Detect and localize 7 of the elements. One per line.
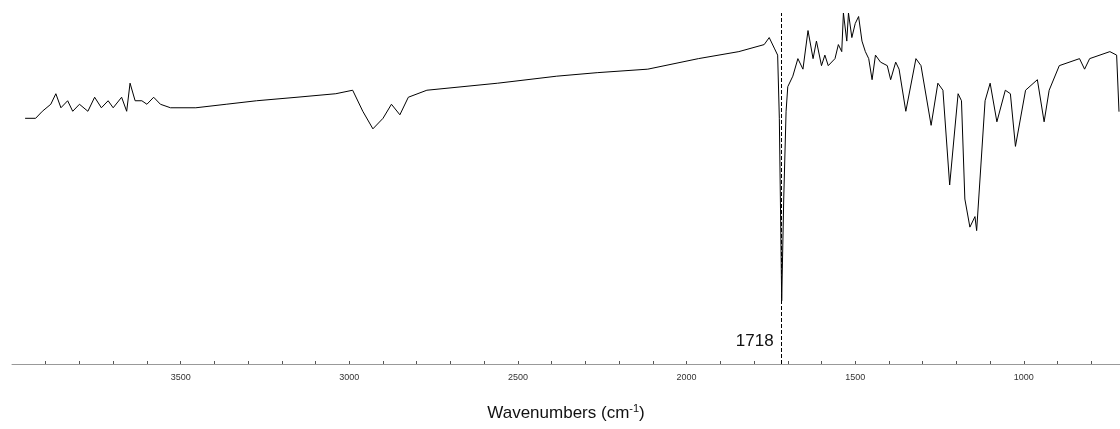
x-tick-label: 2500 [507, 371, 528, 382]
x-tick-label: 1000 [1013, 371, 1034, 382]
x-tick-label: 2000 [676, 371, 697, 382]
x-tick-label: 3500 [170, 371, 191, 382]
ref-line-label: 1718 [735, 330, 774, 350]
x-tick-label: 3000 [339, 371, 360, 382]
x-tick-label: 1500 [845, 371, 866, 382]
